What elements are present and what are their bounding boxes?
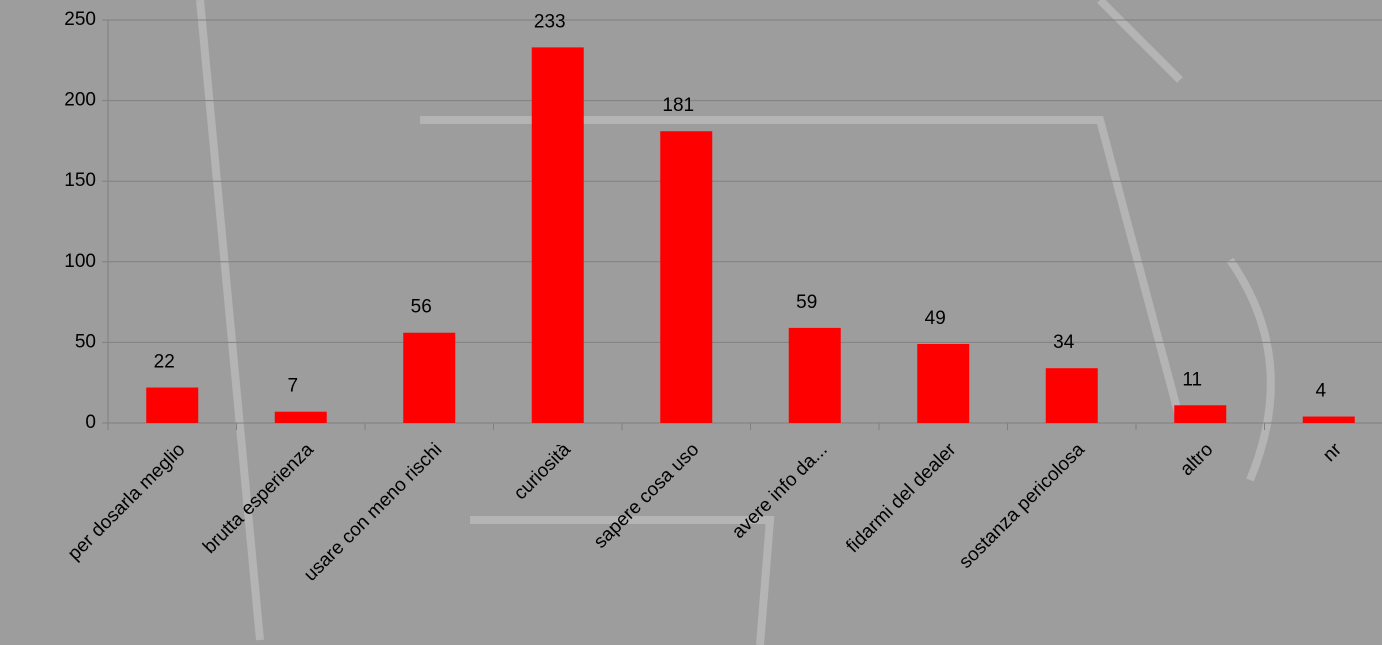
bar: [917, 344, 970, 423]
y-tick-label: 150: [64, 170, 96, 191]
value-label: 7: [287, 376, 298, 397]
y-tick-label: 250: [64, 9, 96, 30]
bar: [531, 47, 584, 424]
bar: [788, 327, 841, 423]
value-label: 4: [1315, 381, 1326, 402]
bar: [1045, 368, 1098, 423]
y-tick-label: 200: [64, 90, 96, 111]
y-tick-label: 0: [85, 412, 96, 433]
y-tick-label: 100: [64, 251, 96, 272]
value-label: 34: [1053, 332, 1075, 353]
bar: [1302, 416, 1355, 423]
value-label: 59: [796, 292, 817, 313]
bar: [146, 387, 199, 423]
bar: [660, 131, 713, 423]
value-label: 49: [925, 308, 946, 329]
bar: [403, 332, 456, 423]
value-label: 233: [534, 11, 566, 32]
value-label: 22: [154, 352, 175, 373]
bar: [274, 411, 327, 423]
bar: [1174, 405, 1227, 423]
value-label: 11: [1182, 369, 1202, 390]
value-label: 56: [411, 297, 432, 318]
value-label: 181: [662, 95, 694, 116]
y-tick-label: 50: [75, 331, 96, 352]
background-sketch: [196, 0, 1275, 645]
